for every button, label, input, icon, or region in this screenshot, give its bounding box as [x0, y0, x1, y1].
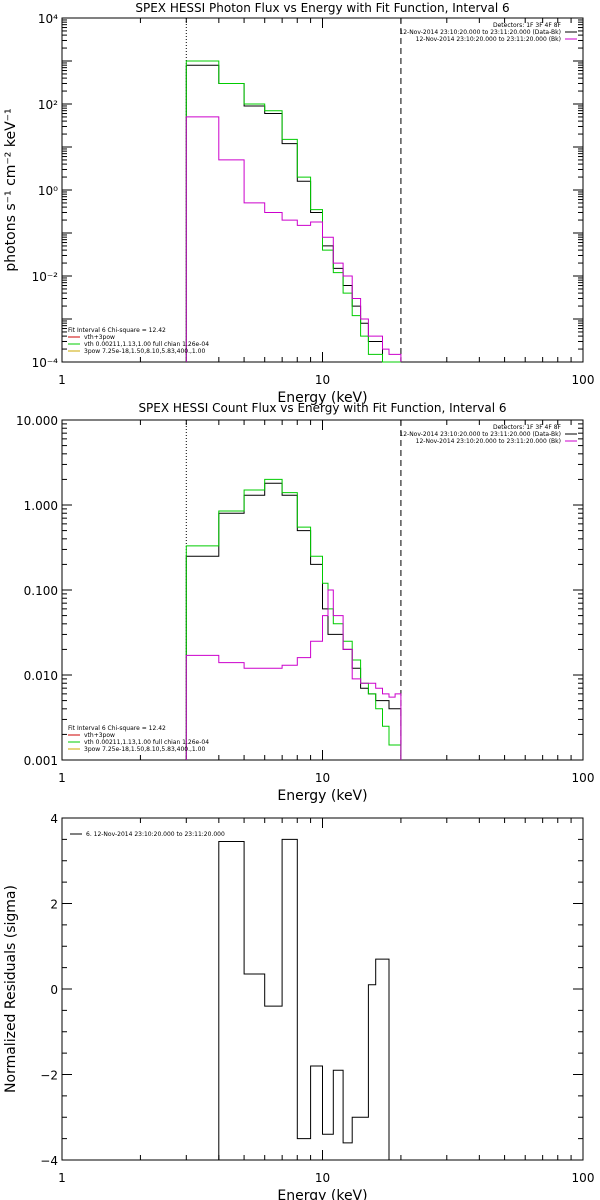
- x-axis-label: Energy (keV): [277, 390, 367, 406]
- legend-entry: Detectors: 1F 3F 4F 8F: [493, 424, 562, 431]
- series-data-bk: [185, 482, 402, 760]
- series-vth-3pow: [185, 478, 402, 760]
- series-vth-3pow: [185, 60, 401, 363]
- y-tick-label: 10²: [38, 98, 58, 112]
- panel-3: 1 10 100 −4 −2 0 2 4 Energy (keV) Normalized Resi…: [3, 812, 594, 1200]
- legend-entry: vth 0.00211,1.13,1.00 full chian 1.26e-0…: [84, 341, 209, 348]
- y-tick-label: 10⁰: [38, 184, 58, 198]
- x-tick-label: 10: [315, 1171, 330, 1185]
- y-tick-label: 0.001: [24, 754, 58, 768]
- legend-entry: Fit Interval 6 Chi-square = 12.42: [68, 327, 166, 334]
- legend-entry: Fit Interval 6 Chi-square = 12.42: [68, 725, 166, 732]
- x-tick-label: 100: [572, 771, 595, 785]
- x-axis-label: Energy (keV): [277, 1188, 367, 1200]
- y-tick-label: 10.000: [16, 414, 58, 428]
- legend-entry: 6. 12-Nov-2014 23:10:20.000 to 23:11:20.…: [86, 831, 225, 838]
- y-ticks: [62, 19, 583, 363]
- legend-entry: vth+3pow: [84, 732, 115, 739]
- x-ticks: [61, 818, 572, 1160]
- y-tick-label: 4: [50, 812, 58, 826]
- legend-entry: Detectors: 1F 3F 4F 8F: [493, 22, 562, 29]
- legend-entry: 3pow 7.25e-18,1.50,8.10,5.83,400.,1.00: [84, 746, 205, 753]
- y-tick-label: 10⁻⁴: [32, 356, 59, 370]
- y-axis-label: Normalized Residuals (sigma): [3, 885, 19, 1093]
- legend-entry: 3pow 7.25e-18,1.50,8.10,5.83,400.,1.00: [84, 348, 205, 355]
- panel-1: SPEX HESSI Photon Flux vs Energy with Fi…: [3, 1, 594, 406]
- legend-entry: vth+3pow: [84, 334, 115, 341]
- y-ticks: [62, 423, 583, 761]
- y-axis-label: photons s⁻¹ cm⁻² keV⁻¹: [3, 108, 19, 271]
- series-bk: [185, 589, 402, 760]
- x-ticks: [61, 18, 572, 362]
- series-data-bk: [185, 64, 401, 363]
- x-tick-label: 100: [572, 373, 595, 387]
- series-6-12-nov-2014-23-10-20-000-to-23-11-20-000: [186, 838, 401, 1161]
- chart-title: SPEX HESSI Photon Flux vs Energy with Fi…: [135, 1, 509, 15]
- x-axis-label: Energy (keV): [277, 788, 367, 804]
- y-tick-label: 2: [50, 898, 58, 912]
- y-tick-label: 0.010: [24, 669, 58, 683]
- legend-entry: 12-Nov-2014 23:10:20.000 to 23:11:20.000…: [399, 431, 561, 438]
- y-tick-label: −4: [40, 1154, 58, 1168]
- x-ticks: [61, 420, 572, 760]
- x-tick-label: 1: [58, 373, 66, 387]
- x-tick-label: 10: [315, 771, 330, 785]
- x-tick-label: 100: [572, 1171, 595, 1185]
- plot-frame: [61, 17, 584, 363]
- y-tick-label: 1.000: [24, 499, 58, 513]
- chart-title: SPEX HESSI Count Flux vs Energy with Fit…: [138, 401, 506, 415]
- y-tick-label: 0: [50, 983, 58, 997]
- panel-2: SPEX HESSI Count Flux vs Energy with Fit…: [16, 401, 594, 804]
- x-tick-label: 1: [58, 771, 66, 785]
- legend-entry: 12-Nov-2014 23:10:20.000 to 23:11:20.000…: [416, 438, 561, 445]
- x-tick-label: 10: [315, 373, 330, 387]
- y-tick-label: −2: [40, 1069, 58, 1083]
- y-ticks: [62, 817, 583, 1161]
- y-tick-label: 0.100: [24, 584, 58, 598]
- series-bk: [185, 116, 402, 362]
- legend-entry: 12-Nov-2014 23:10:20.000 to 23:11:20.000…: [416, 36, 561, 43]
- legend-entry: 12-Nov-2014 23:10:20.000 to 23:11:20.000…: [399, 29, 561, 36]
- y-tick-label: 10⁻²: [32, 270, 59, 284]
- x-tick-label: 1: [58, 1171, 66, 1185]
- legend-entry: vth 0.00211,1.13,1.00 full chian 1.26e-0…: [84, 739, 209, 746]
- y-tick-label: 10⁴: [38, 12, 58, 26]
